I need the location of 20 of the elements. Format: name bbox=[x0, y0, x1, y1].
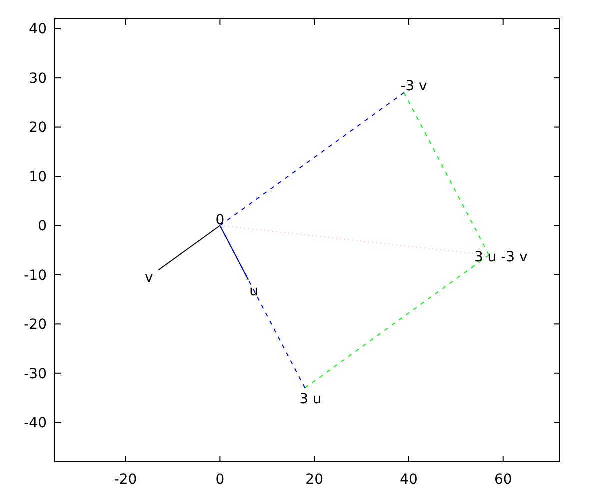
y-tick-label: 20 bbox=[29, 120, 47, 136]
y-tick-label: 40 bbox=[29, 22, 47, 38]
annotation: v bbox=[144, 270, 154, 286]
y-tick-label: -10 bbox=[24, 268, 47, 284]
annotation: 3 u -3 v bbox=[474, 249, 528, 266]
y-tick-label: -40 bbox=[24, 416, 47, 432]
x-tick-label: 40 bbox=[400, 472, 418, 488]
y-tick-label: -20 bbox=[24, 317, 47, 334]
annotation: 0 bbox=[216, 212, 225, 229]
annotation: 3 u bbox=[300, 392, 322, 408]
y-tick-label: -30 bbox=[24, 366, 47, 382]
annotation: -3 v bbox=[400, 78, 428, 95]
x-tick-label: 60 bbox=[494, 472, 512, 488]
x-tick-label: 0 bbox=[216, 472, 225, 488]
x-tick-label: -20 bbox=[114, 472, 138, 488]
y-tick-label: 30 bbox=[29, 70, 47, 87]
y-tick-label: 0 bbox=[38, 218, 47, 235]
annotation: u bbox=[250, 283, 259, 300]
x-tick-label: 20 bbox=[306, 472, 324, 488]
y-tick-label: 10 bbox=[29, 169, 47, 186]
